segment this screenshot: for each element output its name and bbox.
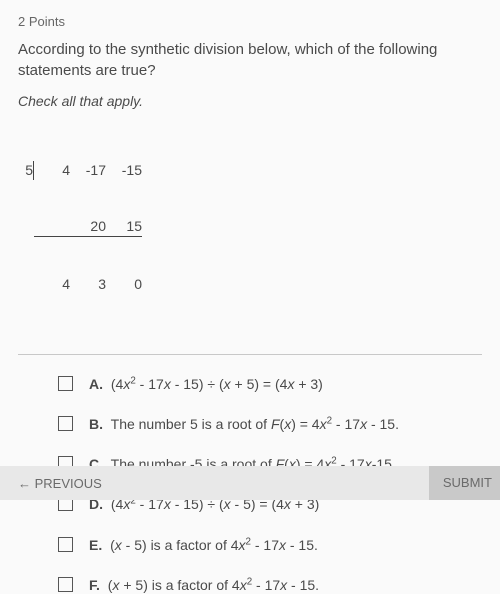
option-f[interactable]: F. (x + 5) is a factor of 4x2 - 17x - 15… — [58, 576, 482, 594]
checkbox-f[interactable] — [58, 577, 73, 592]
instruction-text: Check all that apply. — [18, 93, 482, 109]
option-label: E. (x - 5) is a factor of 4x2 - 17x - 15… — [89, 536, 318, 554]
checkbox-e[interactable] — [58, 537, 73, 552]
option-e[interactable]: E. (x - 5) is a factor of 4x2 - 17x - 15… — [58, 536, 482, 554]
option-label: B. The number 5 is a root of F(x) = 4x2 … — [89, 415, 399, 433]
footer-bar: ← PREVIOUS SUBMIT — [0, 466, 500, 500]
question-text: According to the synthetic division belo… — [18, 39, 482, 81]
option-label: A. (4x2 - 17x - 15) ÷ (x + 5) = (4x + 3) — [89, 375, 323, 393]
submit-button[interactable]: SUBMIT — [429, 466, 500, 500]
option-label: F. (x + 5) is a factor of 4x2 - 17x - 15… — [89, 576, 319, 594]
synthetic-division: 5 4 -17 -15 20 15 4 3 0 — [18, 123, 142, 332]
question-page: 2 Points According to the synthetic divi… — [0, 0, 500, 594]
checkbox-a[interactable] — [58, 376, 73, 391]
divisor: 5 — [18, 161, 34, 180]
divider — [18, 354, 482, 355]
option-b[interactable]: B. The number 5 is a root of F(x) = 4x2 … — [58, 415, 482, 433]
points-label: 2 Points — [18, 14, 482, 29]
option-a[interactable]: A. (4x2 - 17x - 15) ÷ (x + 5) = (4x + 3) — [58, 375, 482, 393]
checkbox-b[interactable] — [58, 416, 73, 431]
previous-button[interactable]: ← PREVIOUS — [18, 476, 102, 491]
